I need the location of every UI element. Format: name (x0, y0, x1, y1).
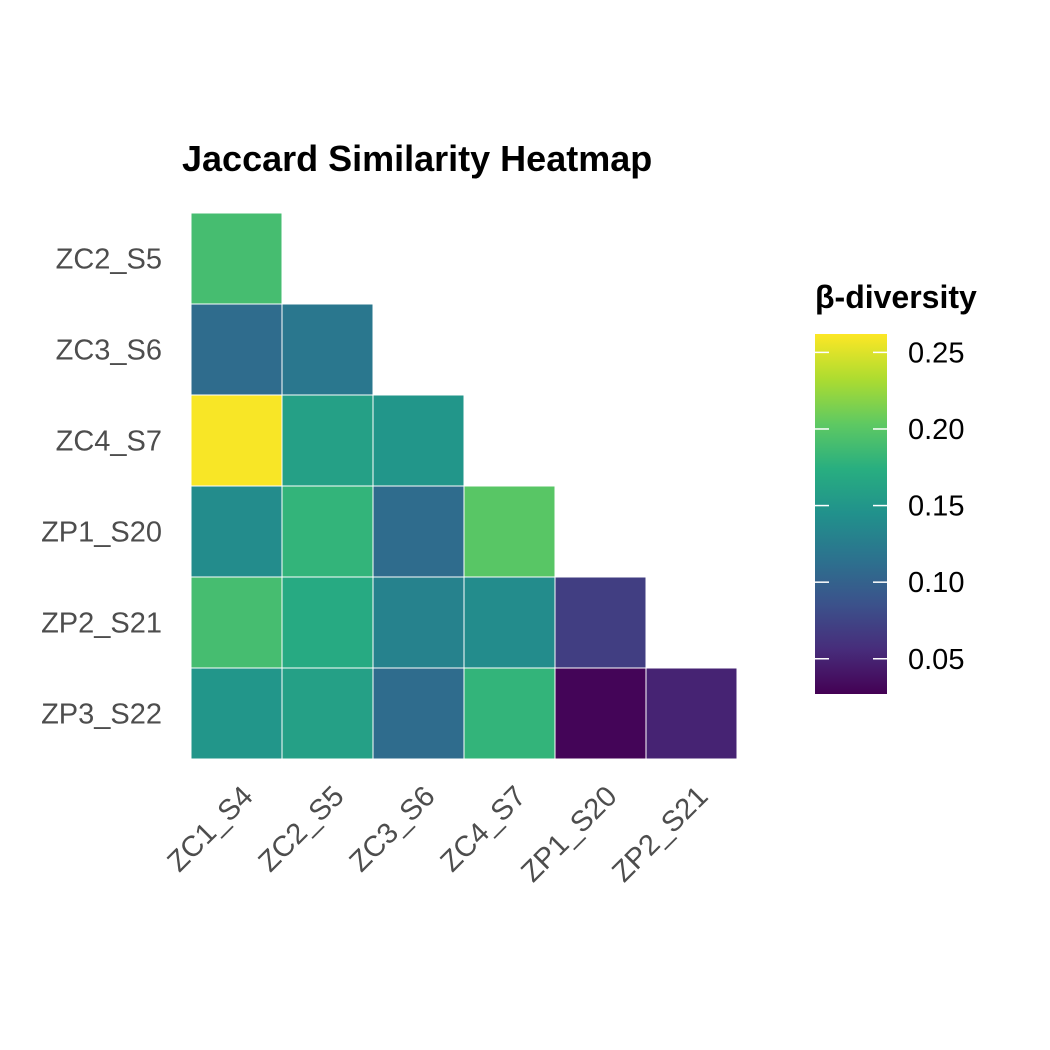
legend-title: β-diversity (815, 279, 977, 315)
heatmap-cell (190, 576, 283, 669)
color-legend: β-diversity 0.05 0.10 0.15 0.20 0.25 (815, 279, 977, 694)
heatmap-cell (190, 667, 283, 760)
y-tick-label: ZC3_S6 (56, 335, 162, 367)
heatmap-cell (190, 212, 283, 305)
legend-colorbar (815, 334, 887, 694)
chart-title: Jaccard Similarity Heatmap (182, 138, 652, 179)
x-tick-label: ZC1_S4 (162, 780, 260, 878)
x-tick-label: ZC2_S5 (253, 780, 351, 878)
y-tick-label: ZP3_S22 (41, 699, 162, 731)
y-axis-tick-labels: ZC2_S5 ZC3_S6 ZC4_S7 ZP1_S20 ZP2_S21 ZP3_S22 (41, 244, 162, 731)
legend-tick-label: 0.10 (908, 567, 964, 599)
heatmap-cell (281, 485, 374, 578)
heatmap-cell (281, 394, 374, 487)
y-tick-label: ZP2_S21 (41, 608, 162, 640)
heatmap-cell (281, 667, 374, 760)
heatmap-cell (463, 576, 556, 669)
heatmap-cell (645, 667, 738, 760)
heatmap-cells (190, 212, 738, 760)
heatmap-cell (372, 576, 465, 669)
y-tick-label: ZC2_S5 (56, 244, 162, 276)
heatmap-cell (281, 303, 374, 396)
heatmap-cell (372, 667, 465, 760)
heatmap-cell (190, 303, 283, 396)
legend-ticks: 0.05 0.10 0.15 0.20 0.25 (815, 337, 964, 676)
y-tick-label: ZC4_S7 (56, 426, 162, 458)
x-tick-label: ZC3_S6 (344, 780, 442, 878)
heatmap-cell (554, 667, 647, 760)
heatmap-cell (463, 667, 556, 760)
heatmap-cell (281, 576, 374, 669)
x-tick-label: ZP1_S20 (515, 780, 623, 888)
heatmap-cell (190, 485, 283, 578)
heatmap-cell (463, 485, 556, 578)
legend-tick-label: 0.25 (908, 337, 964, 369)
heatmap-cell (554, 576, 647, 669)
heatmap-cell (372, 485, 465, 578)
y-tick-label: ZP1_S20 (41, 517, 162, 549)
legend-tick-label: 0.05 (908, 644, 964, 676)
legend-tick-label: 0.15 (908, 491, 964, 523)
heatmap-cell (372, 394, 465, 487)
heatmap-cell (190, 394, 283, 487)
legend-tick-label: 0.20 (908, 414, 964, 446)
x-tick-label: ZP2_S21 (606, 780, 714, 888)
